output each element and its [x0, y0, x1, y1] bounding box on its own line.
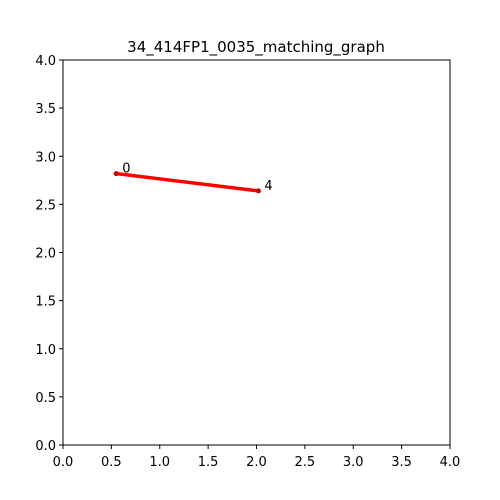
x-tick-label: 1.5 — [198, 455, 219, 470]
graph-node-label: 0 — [122, 162, 130, 177]
y-tick-label: 0.5 — [35, 391, 56, 406]
graph-node-label: 4 — [264, 179, 272, 194]
y-tick-label: 2.0 — [35, 247, 56, 262]
y-tick-label: 2.5 — [35, 198, 56, 213]
y-tick-label: 3.5 — [35, 102, 56, 117]
x-tick-label: 3.0 — [343, 455, 364, 470]
x-axis: 0.0 0.5 1.0 1.5 2.0 2.5 3.0 3.5 4.0 — [53, 445, 461, 470]
graph-node-point — [255, 188, 261, 194]
x-tick-label: 1.0 — [149, 455, 170, 470]
plot-area: 04 — [113, 162, 273, 194]
y-axis: 0.0 0.5 1.0 1.5 2.0 2.5 3.0 3.5 4.0 — [35, 54, 63, 454]
x-tick-label: 0.0 — [53, 455, 74, 470]
y-tick-label: 4.0 — [35, 54, 56, 69]
y-tick-label: 1.0 — [35, 343, 56, 358]
y-tick-label: 3.0 — [35, 150, 56, 165]
x-tick-label: 4.0 — [440, 455, 461, 470]
y-tick-label: 0.0 — [35, 439, 56, 454]
y-tick-label: 1.5 — [35, 295, 56, 310]
graph-node-point — [113, 171, 119, 177]
axes-frame — [62, 59, 451, 446]
x-tick-label: 0.5 — [101, 455, 122, 470]
chart-title: 34_414FP1_0035_matching_graph — [127, 38, 385, 57]
x-tick-label: 2.0 — [246, 455, 267, 470]
graph-edge — [116, 171, 259, 193]
x-tick-label: 3.5 — [391, 455, 412, 470]
x-tick-label: 2.5 — [295, 455, 316, 470]
